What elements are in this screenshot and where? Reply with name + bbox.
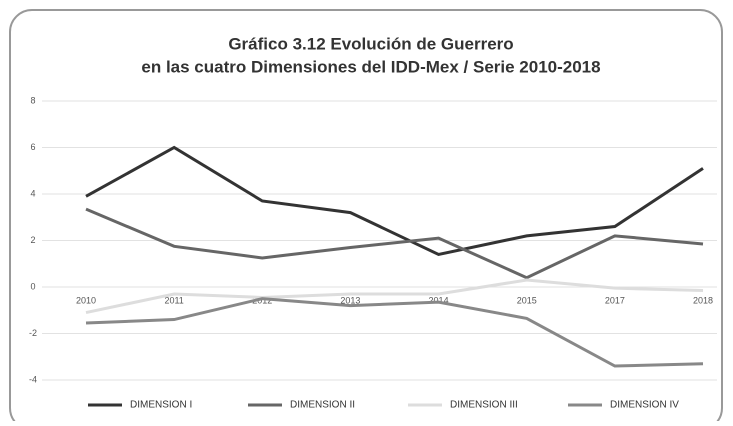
- series-line: [85, 297, 704, 368]
- y-tick-label: 4: [30, 188, 35, 198]
- legend-label: DIMENSION III: [450, 400, 518, 411]
- x-tick-label: 2013: [340, 295, 360, 305]
- x-tick-label: 2011: [164, 295, 183, 305]
- y-tick-label: 6: [30, 142, 35, 152]
- frame: [9, 9, 723, 426]
- legend-label: DIMENSION IV: [610, 400, 679, 411]
- y-tick-label: -4: [29, 374, 37, 384]
- chart-title: en las cuatro Dimensiones del IDD-Mex / …: [141, 57, 600, 76]
- legend-label: DIMENSION I: [130, 400, 192, 411]
- series-line: [85, 145, 704, 257]
- y-tick-label: -2: [29, 328, 37, 338]
- x-tick-label: 2010: [76, 295, 96, 305]
- y-tick-label: 0: [30, 281, 35, 291]
- series-line: [85, 278, 704, 315]
- legend-label: DIMENSION II: [290, 400, 355, 411]
- x-tick-label: 2014: [429, 295, 449, 305]
- x-tick-label: 2018: [693, 295, 713, 305]
- x-tick-label: 2017: [605, 295, 625, 305]
- y-tick-label: 2: [30, 235, 35, 245]
- chart-title: Gráfico 3.12 Evolución de Guerrero: [228, 34, 513, 53]
- x-tick-label: 2015: [517, 295, 537, 305]
- series-line: [85, 207, 704, 280]
- x-tick-label: 2012: [252, 295, 272, 305]
- y-tick-label: 8: [30, 95, 35, 105]
